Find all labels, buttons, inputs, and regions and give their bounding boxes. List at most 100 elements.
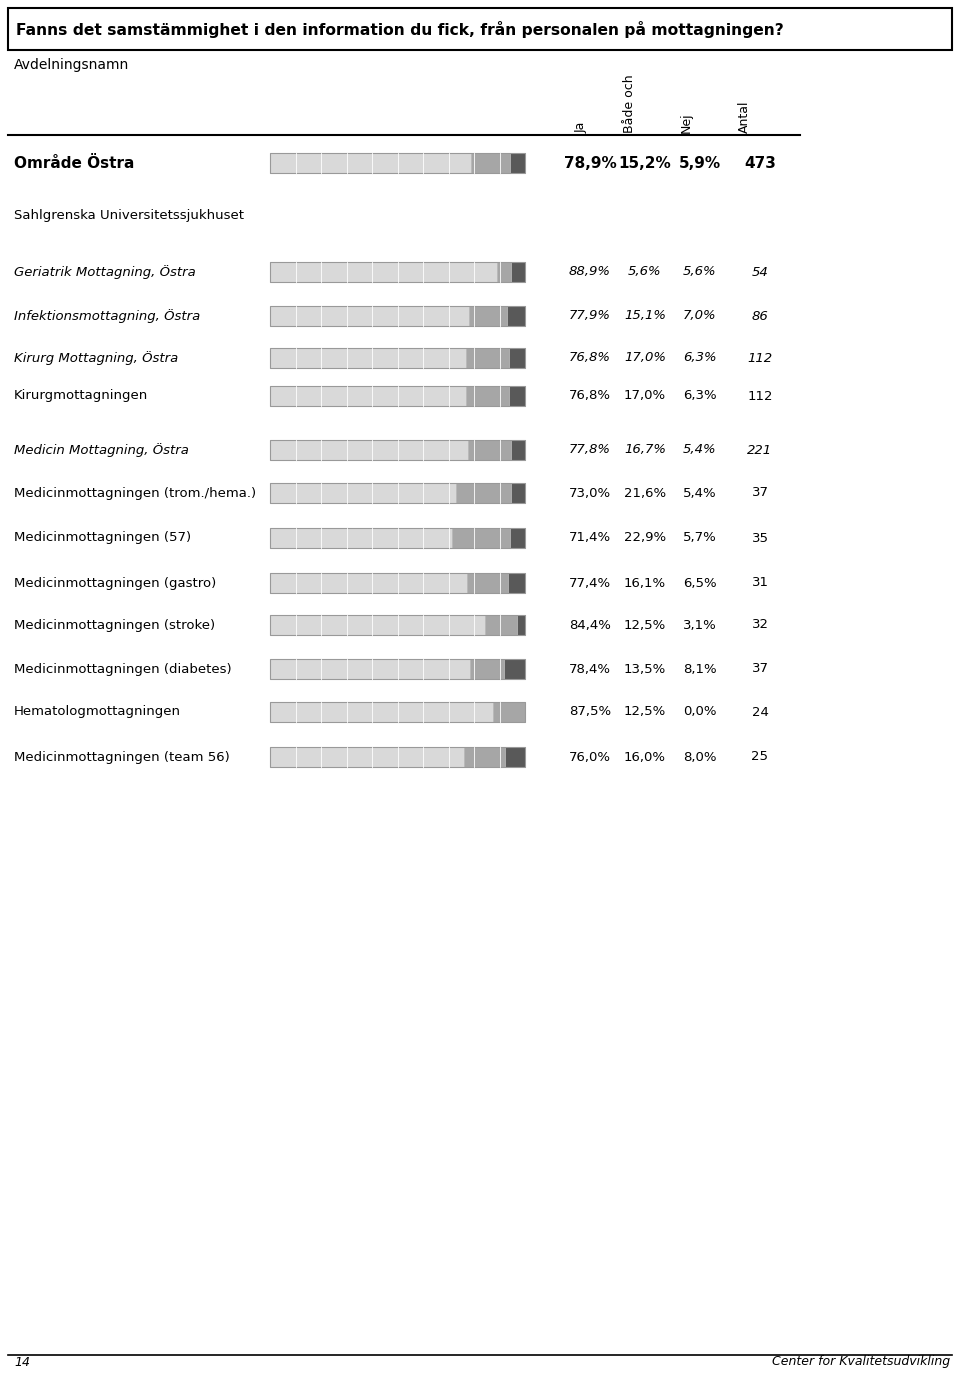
Text: 77,9%: 77,9% [569,310,611,322]
Bar [468,573,509,594]
Bar [270,348,466,368]
Text: 86: 86 [752,310,768,322]
Bar [270,528,525,548]
Text: Fanns det samstämmighet i den information du fick, från personalen på mottagning: Fanns det samstämmighet i den informatio… [16,21,783,38]
Text: Område Östra: Område Östra [14,156,134,171]
Text: 35: 35 [752,531,769,545]
Text: Medicinmottagningen (stroke): Medicinmottagningen (stroke) [14,619,215,631]
Text: 21,6%: 21,6% [624,486,666,499]
Text: 473: 473 [744,156,776,171]
Text: 32: 32 [752,619,769,631]
Text: 84,4%: 84,4% [569,619,611,631]
Text: 73,0%: 73,0% [569,486,612,499]
Text: 5,7%: 5,7% [684,531,717,545]
Text: 0,0%: 0,0% [684,706,717,719]
Bar [270,348,525,368]
Text: 76,0%: 76,0% [569,751,611,763]
Bar [270,261,525,282]
Text: 22,9%: 22,9% [624,531,666,545]
Bar [509,348,525,368]
Text: Infektionsmottagning, Östra: Infektionsmottagning, Östra [14,309,201,322]
Bar [507,306,525,327]
Text: Avdelningsnamn: Avdelningsnamn [14,58,130,72]
Bar [471,153,510,172]
Text: Medicinmottagningen (57): Medicinmottagningen (57) [14,531,191,545]
Text: 88,9%: 88,9% [569,265,611,278]
Bar [270,659,525,678]
Text: 76,8%: 76,8% [569,389,611,403]
Text: 16,0%: 16,0% [624,751,666,763]
Text: 54: 54 [752,265,768,278]
Text: Medicinmottagningen (diabetes): Medicinmottagningen (diabetes) [14,663,231,676]
Bar [511,261,525,282]
Text: 37: 37 [752,663,769,676]
Text: Center for Kvalitetsudvikling: Center for Kvalitetsudvikling [772,1355,950,1369]
Bar [270,746,525,767]
Text: 12,5%: 12,5% [624,619,666,631]
Bar [270,153,525,172]
Text: 5,4%: 5,4% [684,443,717,456]
Bar [270,386,525,406]
Bar [270,441,525,460]
Bar [466,348,509,368]
Text: Medicinmottagningen (team 56): Medicinmottagningen (team 56) [14,751,229,763]
Bar [512,482,525,503]
Text: 87,5%: 87,5% [569,706,612,719]
Text: 8,0%: 8,0% [684,751,717,763]
Bar [510,153,525,172]
Bar [270,528,452,548]
Text: 3,1%: 3,1% [684,619,717,631]
Text: 31: 31 [752,577,769,589]
Text: Antal: Antal [738,100,751,133]
Text: 15,1%: 15,1% [624,310,666,322]
Bar [456,482,512,503]
Bar [485,614,517,635]
Text: 6,3%: 6,3% [684,352,717,364]
Text: 77,8%: 77,8% [569,443,611,456]
Text: 112: 112 [748,352,773,364]
Bar [464,746,505,767]
Bar [270,614,485,635]
Bar [509,386,525,406]
Text: Sahlgrenska Universitetssjukhuset: Sahlgrenska Universitetssjukhuset [14,208,244,221]
Text: Nej: Nej [680,113,693,133]
Bar [511,441,525,460]
Bar [270,306,468,327]
Text: 14: 14 [14,1355,30,1369]
Text: 17,0%: 17,0% [624,389,666,403]
Text: 5,6%: 5,6% [628,265,661,278]
Bar [466,386,509,406]
Bar [511,528,525,548]
Bar [270,261,496,282]
Text: 8,1%: 8,1% [684,663,717,676]
Bar [452,528,511,548]
Bar [470,659,504,678]
Text: 37: 37 [752,486,769,499]
Text: 78,9%: 78,9% [564,156,616,171]
Text: Medicinmottagningen (trom./hema.): Medicinmottagningen (trom./hema.) [14,486,256,499]
Text: 7,0%: 7,0% [684,310,717,322]
Text: 25: 25 [752,751,769,763]
Text: 15,2%: 15,2% [618,156,671,171]
Text: 5,9%: 5,9% [679,156,721,171]
Text: 17,0%: 17,0% [624,352,666,364]
Text: 6,5%: 6,5% [684,577,717,589]
Bar [504,659,525,678]
Text: Både och: Både och [623,75,636,133]
Bar [270,153,471,172]
Bar [270,702,525,721]
Text: 5,6%: 5,6% [684,265,717,278]
Bar [270,573,468,594]
Text: 12,5%: 12,5% [624,706,666,719]
Bar [468,441,511,460]
Text: Medicinmottagningen (gastro): Medicinmottagningen (gastro) [14,577,216,589]
Bar [270,614,525,635]
Text: 6,3%: 6,3% [684,389,717,403]
Bar [509,573,525,594]
Bar [496,261,511,282]
Bar [505,746,525,767]
Text: 16,7%: 16,7% [624,443,666,456]
Bar [270,573,525,594]
Text: 76,8%: 76,8% [569,352,611,364]
Text: Kirurg Mottagning, Östra: Kirurg Mottagning, Östra [14,352,179,366]
